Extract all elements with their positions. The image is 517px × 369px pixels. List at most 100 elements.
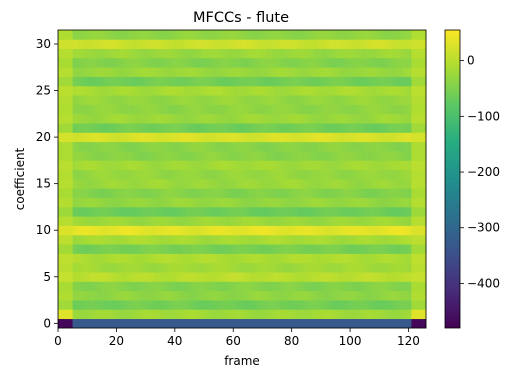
heatmap-cell — [218, 309, 222, 320]
heatmap-cell — [373, 281, 377, 292]
heatmap-cell — [122, 234, 126, 245]
heatmap-cell — [279, 30, 284, 40]
heatmap-cell — [297, 225, 301, 236]
heatmap-cell — [358, 290, 363, 301]
heatmap-cell — [139, 132, 144, 143]
heatmap-cell — [388, 132, 392, 143]
heatmap-cell — [262, 113, 266, 124]
heatmap-cell — [303, 104, 307, 115]
heatmap-cell — [285, 216, 290, 226]
heatmap-cell — [253, 188, 257, 198]
heatmap-cell — [411, 95, 415, 105]
heatmap-cell — [224, 290, 228, 301]
heatmap-cell — [256, 95, 260, 105]
heatmap-cell — [253, 48, 257, 59]
heatmap-cell — [285, 169, 290, 180]
heatmap-cell — [183, 104, 187, 115]
heatmap-cell — [72, 290, 76, 301]
heatmap-cell — [95, 225, 100, 236]
heatmap-cell — [125, 95, 129, 105]
heatmap-cell — [125, 179, 129, 189]
heatmap-cell — [364, 244, 368, 254]
heatmap-cell — [186, 104, 190, 115]
heatmap-cell — [297, 290, 301, 301]
heatmap-cell — [423, 244, 427, 254]
heatmap-cell — [390, 67, 395, 77]
heatmap-cell — [247, 104, 252, 115]
heatmap-cell — [75, 76, 79, 87]
heatmap-cell — [256, 188, 260, 198]
heatmap-cell — [306, 272, 310, 282]
heatmap-cell — [168, 123, 173, 133]
heatmap-cell — [154, 95, 158, 105]
heatmap-cell — [277, 262, 281, 273]
heatmap-cell — [195, 160, 199, 171]
heatmap-cell — [63, 141, 68, 152]
heatmap-cell — [163, 262, 167, 273]
heatmap-cell — [131, 290, 135, 301]
heatmap-cell — [189, 141, 193, 152]
heatmap-cell — [423, 30, 427, 40]
heatmap-cell — [110, 113, 114, 124]
heatmap-cell — [180, 216, 184, 226]
heatmap-cell — [315, 85, 319, 96]
heatmap-cell — [344, 197, 348, 208]
heatmap-cell — [78, 225, 82, 236]
heatmap-cell — [332, 234, 336, 245]
heatmap-cell — [93, 300, 97, 310]
heatmap-cell — [300, 318, 304, 329]
heatmap-cell — [291, 179, 295, 189]
heatmap-cell — [160, 39, 164, 49]
heatmap-cell — [317, 188, 322, 198]
heatmap-cell — [151, 104, 155, 115]
heatmap-cell — [116, 95, 120, 105]
heatmap-cell — [279, 188, 284, 198]
heatmap-cell — [268, 216, 272, 226]
heatmap-cell — [408, 197, 412, 208]
heatmap-cell — [396, 179, 401, 189]
heatmap-cell — [417, 281, 421, 292]
heatmap-cell — [399, 169, 403, 180]
heatmap-cell — [326, 151, 330, 161]
heatmap-cell — [417, 57, 421, 68]
heatmap-cell — [350, 104, 354, 115]
heatmap-cell — [63, 309, 68, 320]
heatmap-cell — [163, 48, 167, 59]
heatmap-cell — [101, 318, 106, 329]
heatmap-cell — [423, 104, 427, 115]
heatmap-cell — [131, 85, 135, 96]
heatmap-cell — [230, 132, 234, 143]
heatmap-cell — [297, 281, 301, 292]
heatmap-cell — [370, 179, 374, 189]
heatmap-cell — [236, 57, 240, 68]
heatmap-cell — [300, 197, 304, 208]
heatmap-cell — [326, 309, 330, 320]
heatmap-cell — [367, 281, 371, 292]
heatmap-cell — [294, 234, 298, 245]
heatmap-cell — [93, 262, 97, 273]
heatmap-cell — [101, 169, 106, 180]
heatmap-cell — [317, 253, 322, 264]
heatmap-cell — [282, 113, 287, 124]
heatmap-cell — [206, 141, 211, 152]
heatmap-cell — [277, 216, 281, 226]
heatmap-cell — [414, 318, 418, 329]
heatmap-cell — [98, 151, 103, 161]
heatmap-cell — [224, 216, 228, 226]
heatmap-cell — [136, 300, 141, 310]
heatmap-cell — [122, 318, 126, 329]
heatmap-cell — [183, 132, 187, 143]
heatmap-cell — [69, 48, 73, 59]
heatmap-cell — [326, 123, 330, 133]
heatmap-cell — [385, 179, 389, 189]
heatmap-cell — [315, 309, 319, 320]
heatmap-cell — [233, 141, 237, 152]
heatmap-cell — [192, 272, 196, 282]
heatmap-cell — [131, 95, 135, 105]
heatmap-cell — [405, 67, 409, 77]
heatmap-cell — [154, 113, 158, 124]
heatmap-cell — [352, 281, 357, 292]
heatmap-cell — [142, 76, 146, 87]
heatmap-cell — [370, 262, 374, 273]
heatmap-cell — [239, 188, 243, 198]
